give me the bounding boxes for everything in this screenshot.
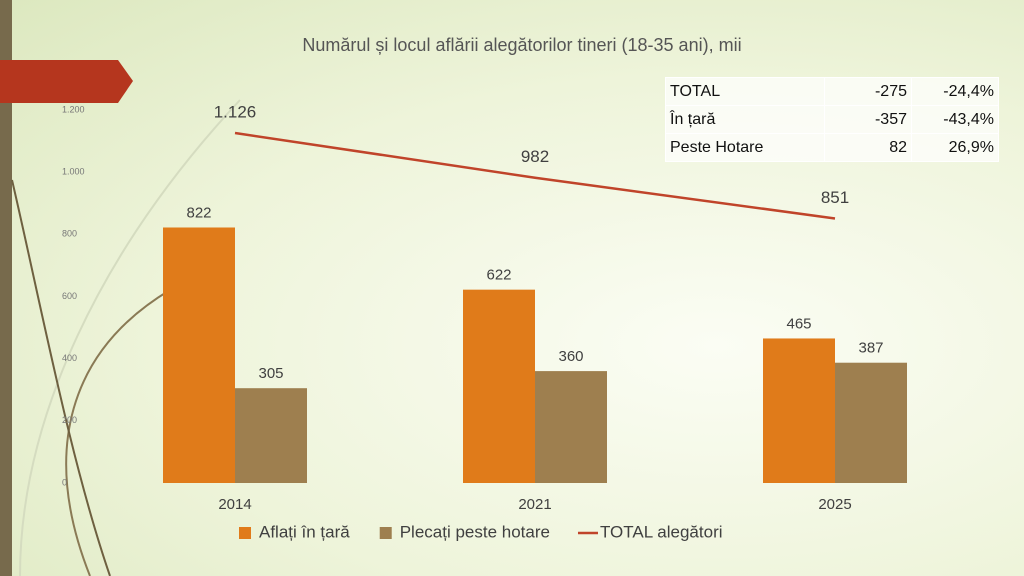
y-tick-label: 1.200 (62, 104, 85, 114)
data-label: 465 (786, 315, 811, 332)
legend-swatch (239, 527, 251, 539)
line (234, 131, 836, 220)
y-tick-label: 400 (62, 353, 77, 363)
data-label: 622 (486, 267, 511, 284)
y-tick-label: 0 (62, 477, 67, 487)
cell: 82 (824, 133, 912, 162)
bar (763, 338, 835, 483)
y-tick-label: 200 (62, 415, 77, 425)
bar (463, 289, 535, 483)
cell: Peste Hotare (665, 133, 825, 162)
cell: -275 (824, 77, 912, 106)
cell: În țară (665, 105, 825, 134)
data-label: 387 (858, 340, 883, 357)
decoration (65, 289, 171, 576)
arrow-banner (0, 60, 133, 103)
cell: TOTAL (665, 77, 825, 106)
legend-label: Plecați peste hotare (400, 522, 550, 541)
data-label: 360 (558, 348, 583, 365)
summary-table: TOTAL -275 -24,4% În țară -357 -43,4% Peste … (665, 77, 999, 162)
cell: 26,9% (911, 133, 999, 162)
legend-label: TOTAL alegători (600, 522, 723, 541)
data-label: 851 (821, 188, 849, 207)
data-label: 1.126 (214, 102, 257, 121)
data-label: 822 (186, 204, 211, 221)
decoration (19, 99, 241, 576)
cell: -357 (824, 105, 912, 134)
legend-label: Aflați în țară (259, 522, 350, 541)
bar (835, 362, 907, 483)
y-tick-label: 800 (62, 229, 77, 239)
bar (535, 371, 607, 483)
x-tick-label: 2025 (818, 496, 851, 513)
x-tick-label: 2014 (218, 496, 251, 513)
decoration (11, 179, 111, 576)
y-tick-label: 600 (62, 291, 77, 301)
y-tick-label: 1.000 (62, 167, 85, 177)
bar (163, 227, 235, 483)
data-label: 982 (521, 147, 549, 166)
side-strip (0, 0, 12, 576)
data-label: 305 (258, 365, 283, 382)
chart-title: Numărul și locul aflării alegătorilor ti… (302, 35, 741, 55)
x-tick-label: 2021 (518, 496, 551, 513)
cell: -43,4% (911, 105, 999, 134)
bar (235, 388, 307, 483)
cell: -24,4% (911, 77, 999, 106)
legend-swatch (379, 527, 392, 539)
